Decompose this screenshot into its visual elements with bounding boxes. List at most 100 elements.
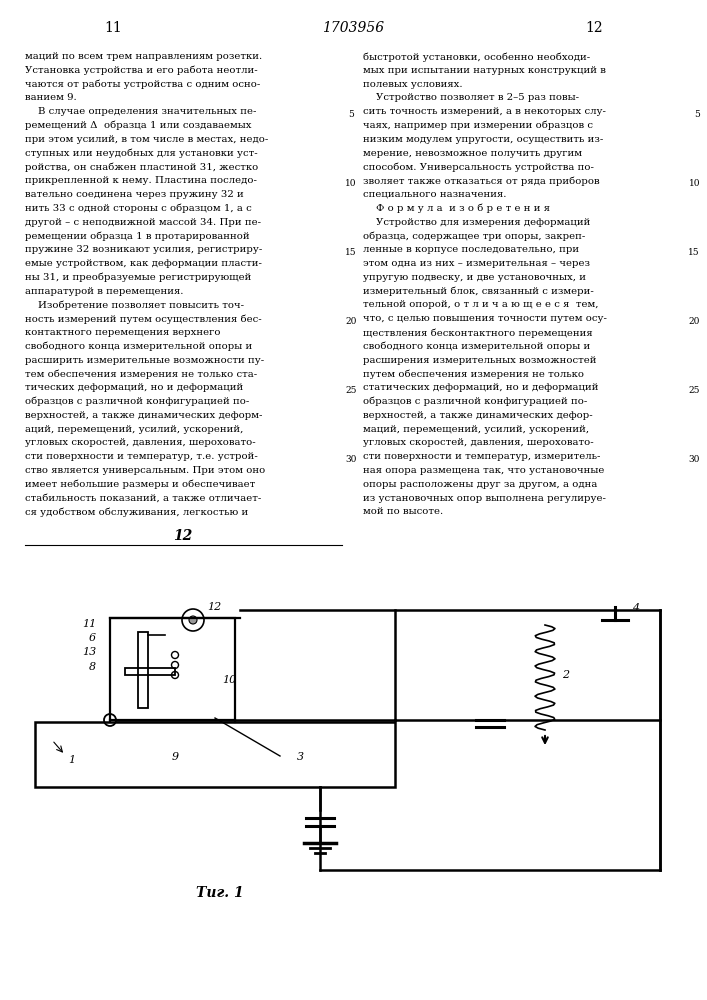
Text: опоры расположены друг за другом, а одна: опоры расположены друг за другом, а одна	[363, 480, 597, 489]
Text: мой по высоте.: мой по высоте.	[363, 507, 443, 516]
Text: образца, содержащее три опоры, закреп-: образца, содержащее три опоры, закреп-	[363, 231, 585, 241]
Text: ность измерений путем осуществления бес-: ность измерений путем осуществления бес-	[25, 314, 262, 324]
Text: зволяет также отказаться от ряда приборов: зволяет также отказаться от ряда приборо…	[363, 176, 600, 186]
Text: контактного перемещения верхнего: контактного перемещения верхнего	[25, 328, 221, 337]
Text: расширения измерительных возможностей: расширения измерительных возможностей	[363, 356, 597, 365]
Text: 15: 15	[345, 248, 357, 257]
Text: 1: 1	[68, 755, 75, 765]
Text: 10: 10	[345, 179, 357, 188]
Text: угловых скоростей, давления, шероховато-: угловых скоростей, давления, шероховато-	[363, 438, 594, 447]
Text: емые устройством, как деформации пласти-: емые устройством, как деформации пласти-	[25, 259, 262, 268]
Text: угловых скоростей, давления, шероховато-: угловых скоростей, давления, шероховато-	[25, 438, 256, 447]
Text: ройства, он снабжен пластиной 31, жестко: ройства, он снабжен пластиной 31, жестко	[25, 162, 258, 172]
Text: статических деформаций, но и деформаций: статических деформаций, но и деформаций	[363, 383, 599, 392]
Text: ная опора размещена так, что установочные: ная опора размещена так, что установочны…	[363, 466, 604, 475]
Text: полевых условиях.: полевых условиях.	[363, 80, 462, 89]
Text: 10: 10	[689, 179, 700, 188]
Text: расширить измерительные возможности пу-: расширить измерительные возможности пу-	[25, 356, 264, 365]
Text: ремещении образца 1 в протарированной: ремещении образца 1 в протарированной	[25, 231, 250, 241]
Text: из установочных опор выполнена регулируе-: из установочных опор выполнена регулируе…	[363, 494, 606, 503]
Text: маций по всем трем направлениям розетки.: маций по всем трем направлениям розетки.	[25, 52, 262, 61]
Text: Ф о р м у л а  и з о б р е т е н и я: Ф о р м у л а и з о б р е т е н и я	[363, 204, 550, 213]
Text: сти поверхности и температур, т.е. устрой-: сти поверхности и температур, т.е. устро…	[25, 452, 258, 461]
Text: способом. Универсальность устройства по-: способом. Универсальность устройства по-	[363, 162, 594, 172]
Text: Изобретение позволяет повысить точ-: Изобретение позволяет повысить точ-	[25, 300, 244, 310]
Text: ществления бесконтактного перемещения: ществления бесконтактного перемещения	[363, 328, 592, 338]
Text: ны 31, и преобразуемые регистрирующей: ны 31, и преобразуемые регистрирующей	[25, 273, 252, 282]
Text: аций, перемещений, усилий, ускорений,: аций, перемещений, усилий, ускорений,	[25, 425, 243, 434]
Text: аппаратурой в перемещения.: аппаратурой в перемещения.	[25, 287, 184, 296]
Text: 20: 20	[345, 317, 357, 326]
Text: стабильность показаний, а также отличает-: стабильность показаний, а также отличает…	[25, 494, 262, 503]
Text: 25: 25	[345, 386, 357, 395]
Text: тических деформаций, но и деформаций: тических деформаций, но и деформаций	[25, 383, 243, 392]
Text: вательно соединена через пружину 32 и: вательно соединена через пружину 32 и	[25, 190, 244, 199]
Text: 8: 8	[89, 662, 96, 672]
Text: низким модулем упругости, осуществить из-: низким модулем упругости, осуществить из…	[363, 135, 603, 144]
Text: ремещений Δ  образца 1 или создаваемых: ремещений Δ образца 1 или создаваемых	[25, 121, 252, 130]
Text: свободного конца измерительной опоры и: свободного конца измерительной опоры и	[25, 342, 252, 351]
Text: Устройство для измерения деформаций: Устройство для измерения деформаций	[363, 218, 590, 227]
Bar	[125, 668, 175, 675]
Text: 3: 3	[296, 752, 303, 762]
Bar	[138, 632, 148, 708]
Text: сти поверхности и температур, измеритель-: сти поверхности и температур, измеритель…	[363, 452, 600, 461]
Text: 15: 15	[689, 248, 700, 257]
Text: тельной опорой, о т л и ч а ю щ е е с я  тем,: тельной опорой, о т л и ч а ю щ е е с я …	[363, 300, 599, 309]
Text: что, с целью повышения точности путем осу-: что, с целью повышения точности путем ос…	[363, 314, 607, 323]
Text: путем обеспечения измерения не только: путем обеспечения измерения не только	[363, 369, 584, 379]
Text: прикрепленной к нему. Пластина последо-: прикрепленной к нему. Пластина последо-	[25, 176, 257, 185]
Text: В случае определения значительных пе-: В случае определения значительных пе-	[25, 107, 257, 116]
Text: верхностей, а также динамических деформ-: верхностей, а также динамических деформ-	[25, 411, 262, 420]
Text: мерение, невозможное получить другим: мерение, невозможное получить другим	[363, 149, 582, 158]
Text: 30: 30	[689, 455, 700, 464]
Circle shape	[189, 616, 197, 624]
Text: сить точность измерений, а в некоторых слу-: сить точность измерений, а в некоторых с…	[363, 107, 606, 116]
Text: 9: 9	[171, 752, 179, 762]
Text: образцов с различной конфигурацией по-: образцов с различной конфигурацией по-	[363, 397, 588, 406]
Text: другой – с неподвижной массой 34. При пе-: другой – с неподвижной массой 34. При пе…	[25, 218, 261, 227]
Text: нить 33 с одной стороны с образцом 1, а с: нить 33 с одной стороны с образцом 1, а …	[25, 204, 252, 213]
Text: 12: 12	[207, 602, 221, 612]
Text: 30: 30	[345, 455, 357, 464]
Text: ванием 9.: ванием 9.	[25, 93, 77, 102]
Text: при этом усилий, в том числе в местах, недо-: при этом усилий, в том числе в местах, н…	[25, 135, 268, 144]
Text: тем обеспечения измерения не только ста-: тем обеспечения измерения не только ста-	[25, 369, 257, 379]
Text: ся удобством обслуживания, легкостью и: ся удобством обслуживания, легкостью и	[25, 507, 248, 517]
Text: этом одна из них – измерительная – через: этом одна из них – измерительная – через	[363, 259, 590, 268]
Text: 2: 2	[562, 670, 569, 680]
Text: 13: 13	[82, 647, 96, 657]
Text: образцов с различной конфигурацией по-: образцов с различной конфигурацией по-	[25, 397, 250, 406]
Text: 5: 5	[694, 110, 700, 119]
Text: 4: 4	[632, 603, 639, 613]
Text: быстротой установки, особенно необходи-: быстротой установки, особенно необходи-	[363, 52, 590, 62]
Text: верхностей, а также динамических дефор-: верхностей, а также динамических дефор-	[363, 411, 592, 420]
Text: имеет небольшие размеры и обеспечивает: имеет небольшие размеры и обеспечивает	[25, 480, 255, 489]
Text: свободного конца измерительной опоры и: свободного конца измерительной опоры и	[363, 342, 590, 351]
Bar	[35, 722, 395, 787]
Text: 5: 5	[348, 110, 354, 119]
Text: ство является универсальным. При этом оно: ство является универсальным. При этом он…	[25, 466, 265, 475]
Text: Устройство позволяет в 2–5 раз повы-: Устройство позволяет в 2–5 раз повы-	[363, 93, 579, 102]
Text: ленные в корпусе последовательно, при: ленные в корпусе последовательно, при	[363, 245, 579, 254]
Text: Установка устройства и его работа неотли-: Установка устройства и его работа неотли…	[25, 66, 257, 75]
Text: чаются от работы устройства с одним осно-: чаются от работы устройства с одним осно…	[25, 80, 260, 89]
Text: 6: 6	[89, 633, 96, 643]
Text: 20: 20	[689, 317, 700, 326]
Text: ступных или неудобных для установки уст-: ступных или неудобных для установки уст-	[25, 149, 257, 158]
Bar	[110, 618, 235, 720]
Text: чаях, например при измерении образцов с: чаях, например при измерении образцов с	[363, 121, 593, 130]
Text: пружине 32 возникают усилия, регистриру-: пружине 32 возникают усилия, регистриру-	[25, 245, 262, 254]
Text: 10: 10	[222, 675, 236, 685]
Text: измерительный блок, связанный с измери-: измерительный блок, связанный с измери-	[363, 287, 594, 296]
Text: Τиг. 1: Τиг. 1	[196, 886, 244, 900]
Text: 11: 11	[82, 619, 96, 629]
Text: 12: 12	[585, 21, 603, 35]
Text: 12: 12	[173, 529, 192, 543]
Text: упругую подвеску, и две установочных, и: упругую подвеску, и две установочных, и	[363, 273, 586, 282]
Text: маций, перемещений, усилий, ускорений,: маций, перемещений, усилий, ускорений,	[363, 425, 589, 434]
Text: 11: 11	[104, 21, 122, 35]
Text: 25: 25	[689, 386, 700, 395]
Text: 1703956: 1703956	[322, 21, 384, 35]
Text: мых при испытании натурных конструкций в: мых при испытании натурных конструкций в	[363, 66, 606, 75]
